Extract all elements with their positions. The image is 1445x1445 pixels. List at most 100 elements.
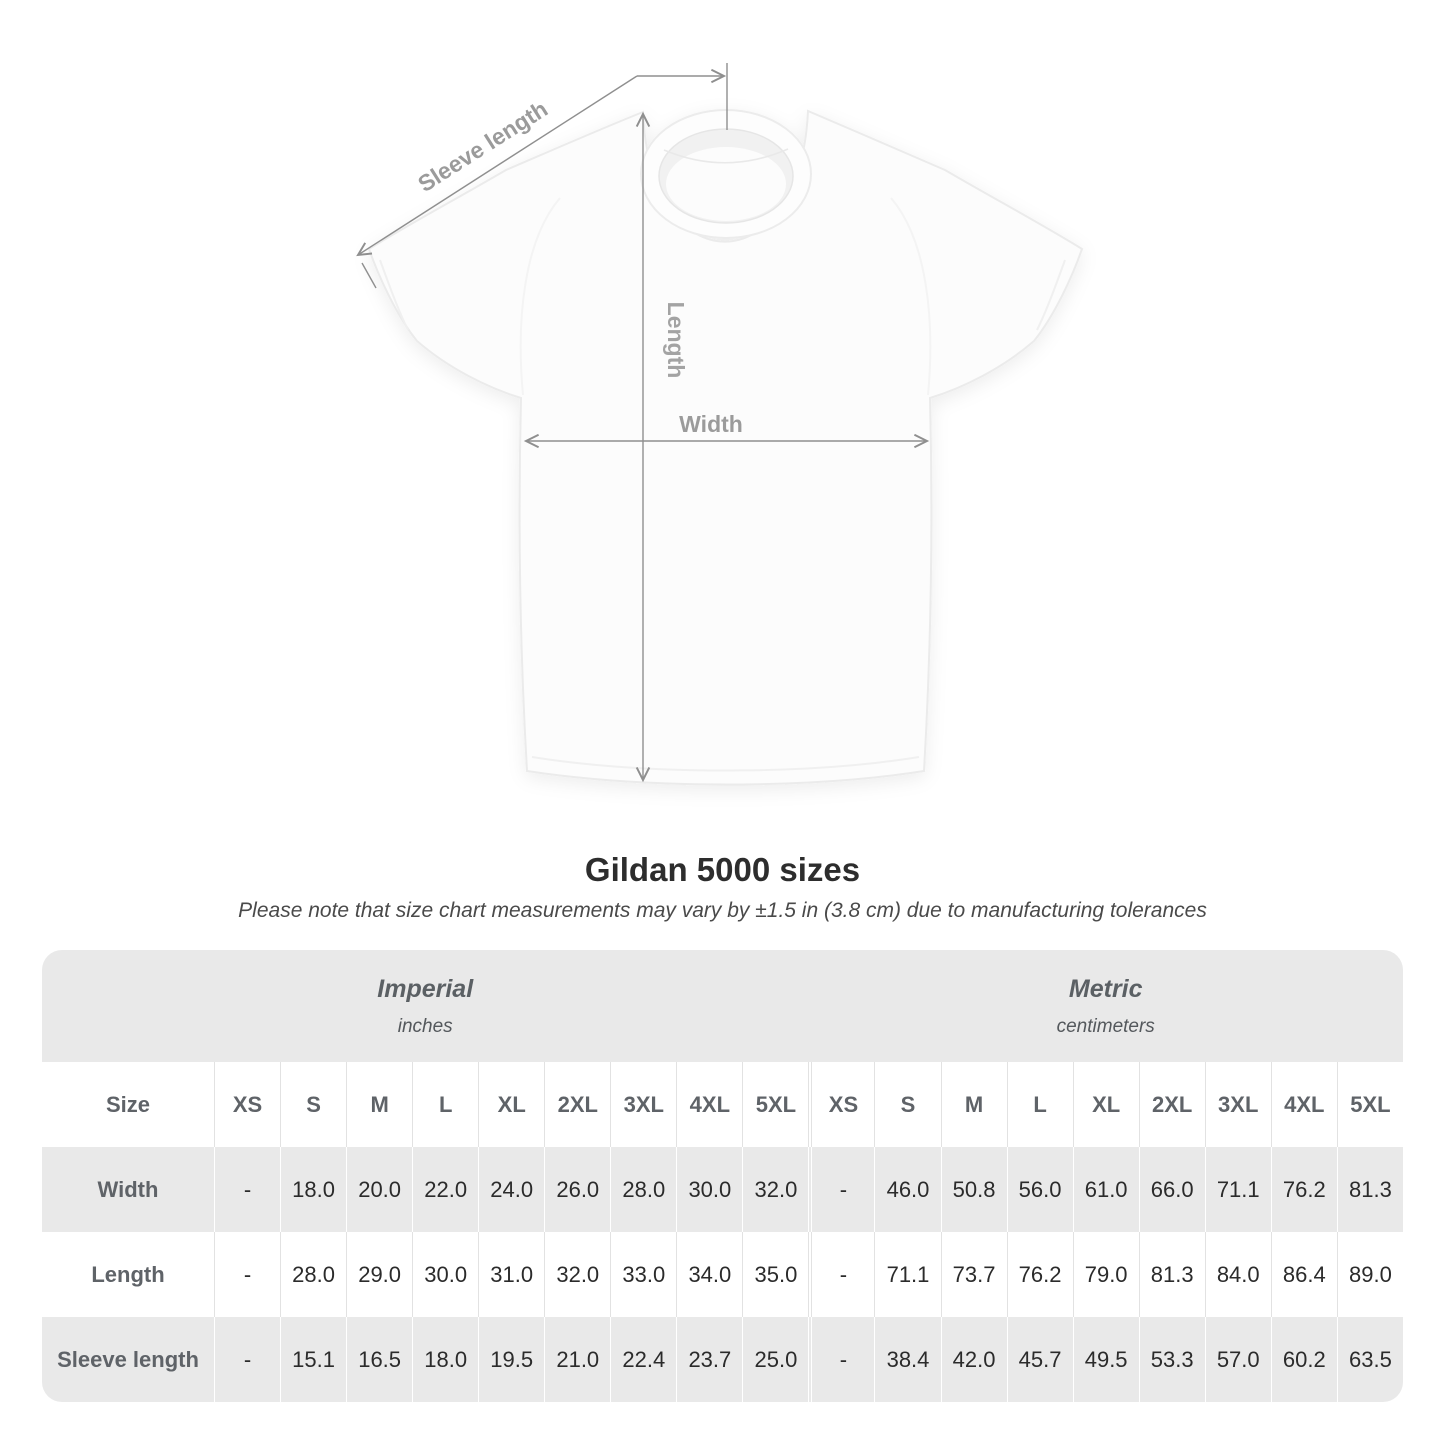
unit-group-imperial: Imperial inches <box>42 950 809 1062</box>
measurement-cell: 81.3 <box>1336 1147 1403 1232</box>
sleeve-dimension-diagonal-line <box>356 75 638 257</box>
measurement-cell: 73.7 <box>940 1232 1007 1317</box>
measurement-cell: 22.4 <box>610 1317 677 1402</box>
measurement-cell: 57.0 <box>1204 1317 1271 1402</box>
size-header: XS <box>808 1062 875 1147</box>
measurement-cell: 16.5 <box>346 1317 413 1402</box>
measurement-cell: 28.0 <box>610 1147 677 1232</box>
size-header: 4XL <box>1270 1062 1337 1147</box>
unit-group-metric: Metric centimeters <box>808 950 1403 1062</box>
measurement-cell: 22.0 <box>412 1147 479 1232</box>
measurement-cell: - <box>214 1147 281 1232</box>
measurement-cell: 23.7 <box>676 1317 743 1402</box>
size-header: S <box>874 1062 941 1147</box>
measurement-cell: 71.1 <box>874 1232 941 1317</box>
measurement-cell: 50.8 <box>940 1147 1007 1232</box>
measurement-cell: 29.0 <box>346 1232 413 1317</box>
size-header-row: Size XS S M L XL 2XL 3XL 4XL 5XL XS S M … <box>42 1062 1403 1147</box>
size-header: 4XL <box>676 1062 743 1147</box>
sleeve-length-row: Sleeve length - 15.1 16.5 18.0 19.5 21.0… <box>42 1317 1403 1402</box>
measurement-cell: 60.2 <box>1270 1317 1337 1402</box>
measurement-cell: 18.0 <box>280 1147 347 1232</box>
measurement-cell: 34.0 <box>676 1232 743 1317</box>
size-header: 3XL <box>1204 1062 1271 1147</box>
measurement-cell: 46.0 <box>874 1147 941 1232</box>
width-label: Width <box>679 411 743 437</box>
size-header: 2XL <box>1138 1062 1205 1147</box>
width-row: Width - 18.0 20.0 22.0 24.0 26.0 28.0 30… <box>42 1147 1403 1232</box>
collar-inside <box>666 147 786 221</box>
measurement-cell: 45.7 <box>1006 1317 1073 1402</box>
measurement-cell: 76.2 <box>1270 1147 1337 1232</box>
size-header: 5XL <box>1336 1062 1403 1147</box>
measurement-cell: 63.5 <box>1336 1317 1403 1402</box>
row-label: Length <box>42 1232 214 1317</box>
measurement-cell: 32.0 <box>544 1232 611 1317</box>
measurement-cell: 28.0 <box>280 1232 347 1317</box>
measurement-cell: 20.0 <box>346 1147 413 1232</box>
metric-title: Metric <box>1068 974 1143 1003</box>
measurement-cell: 25.0 <box>742 1317 809 1402</box>
measurement-cell: 31.0 <box>478 1232 545 1317</box>
tshirt-measurement-diagram: Sleeve length Length Width <box>356 63 1084 786</box>
size-header: M <box>346 1062 413 1147</box>
measurement-cell: 38.4 <box>874 1317 941 1402</box>
measurement-cell: 42.0 <box>940 1317 1007 1402</box>
measurement-cell: 79.0 <box>1072 1232 1139 1317</box>
measurement-cell: - <box>214 1317 281 1402</box>
imperial-unit: inches <box>397 1015 453 1037</box>
measurement-cell: 49.5 <box>1072 1317 1139 1402</box>
size-header: S <box>280 1062 347 1147</box>
size-header: 2XL <box>544 1062 611 1147</box>
size-header: L <box>1006 1062 1073 1147</box>
measurement-cell: 33.0 <box>610 1232 677 1317</box>
size-header: M <box>940 1062 1007 1147</box>
measurement-cell: 35.0 <box>742 1232 809 1317</box>
measurement-cell: 66.0 <box>1138 1147 1205 1232</box>
row-label: Width <box>42 1147 214 1232</box>
size-header: XL <box>478 1062 545 1147</box>
size-header: XS <box>214 1062 281 1147</box>
measurement-cell: 21.0 <box>544 1317 611 1402</box>
metric-unit: centimeters <box>1056 1015 1155 1037</box>
measurement-cell: 18.0 <box>412 1317 479 1402</box>
measurement-cell: 76.2 <box>1006 1232 1073 1317</box>
tolerance-note: Please note that size chart measurements… <box>238 899 1207 922</box>
length-label: Length <box>663 302 689 379</box>
size-chart-table: Imperial inches Metric centimeters Size … <box>42 950 1403 1402</box>
size-header: 3XL <box>610 1062 677 1147</box>
measurement-cell: 24.0 <box>478 1147 545 1232</box>
imperial-title: Imperial <box>377 974 474 1003</box>
cuff-extension-tick <box>361 262 377 289</box>
measurement-cell: 61.0 <box>1072 1147 1139 1232</box>
unit-band-row: Imperial inches Metric centimeters <box>42 950 1403 1062</box>
measurement-cell: 56.0 <box>1006 1147 1073 1232</box>
size-header: 5XL <box>742 1062 809 1147</box>
measurement-cell: 15.1 <box>280 1317 347 1402</box>
row-label: Sleeve length <box>42 1317 214 1402</box>
measurement-cell: 32.0 <box>742 1147 809 1232</box>
measurement-cell: 30.0 <box>412 1232 479 1317</box>
measurement-cell: 84.0 <box>1204 1232 1271 1317</box>
size-header: L <box>412 1062 479 1147</box>
tshirt-shape <box>367 109 1084 786</box>
measurement-cell: - <box>214 1232 281 1317</box>
size-chart: Imperial inches Metric centimeters Size … <box>42 950 1403 1402</box>
collar-seam <box>663 148 789 164</box>
measurement-cell: 89.0 <box>1336 1232 1403 1317</box>
tshirt-illustration: Sleeve length Length Width <box>356 63 1084 786</box>
measurement-cell: 81.3 <box>1138 1232 1205 1317</box>
measurement-cell: 71.1 <box>1204 1147 1271 1232</box>
size-column-header: Size <box>42 1062 214 1147</box>
measurement-cell: 19.5 <box>478 1317 545 1402</box>
length-row: Length - 28.0 29.0 30.0 31.0 32.0 33.0 3… <box>42 1232 1403 1317</box>
page-title: Gildan 5000 sizes <box>584 851 861 888</box>
measurement-cell: 86.4 <box>1270 1232 1337 1317</box>
size-header: XL <box>1072 1062 1139 1147</box>
measurement-cell: 30.0 <box>676 1147 743 1232</box>
measurement-cell: 53.3 <box>1138 1317 1205 1402</box>
measurement-cell: - <box>808 1317 875 1402</box>
measurement-cell: - <box>808 1147 875 1232</box>
measurement-cell: - <box>808 1232 875 1317</box>
measurement-cell: 26.0 <box>544 1147 611 1232</box>
